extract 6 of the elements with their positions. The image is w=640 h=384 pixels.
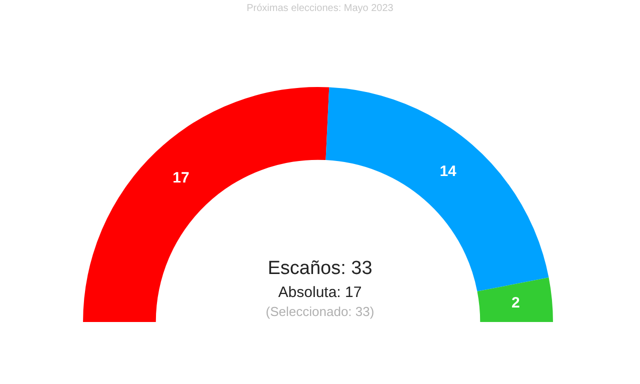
text: Escaños: 33 (266, 258, 374, 280)
data-label: 14 (440, 163, 458, 180)
data-label: 2 (512, 294, 520, 312)
data-label: 17 (172, 169, 190, 186)
text: (Seleccionado: 33) (266, 304, 374, 319)
text: Absoluta: 17 (278, 284, 362, 301)
